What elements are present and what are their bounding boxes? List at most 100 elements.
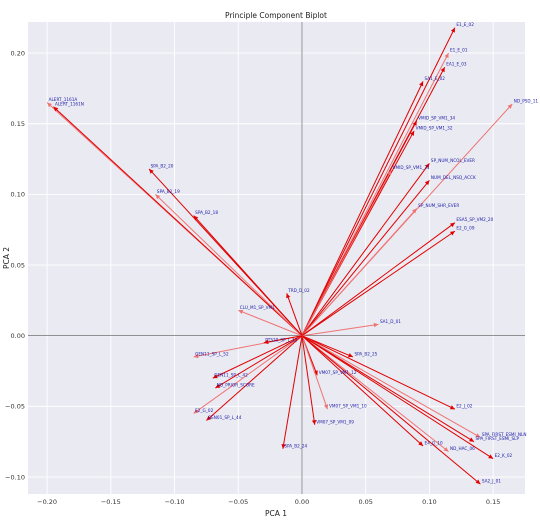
loading-arrowhead bbox=[373, 322, 379, 328]
loading-arrowhead bbox=[440, 67, 445, 73]
loading-label: ND_HAC_06 bbox=[450, 446, 475, 451]
loading-label: SP_NUM_NCOL_EVER bbox=[431, 158, 475, 163]
loading-arrow bbox=[301, 335, 475, 443]
loading-arrow bbox=[282, 335, 303, 449]
loading-arrow bbox=[301, 335, 424, 447]
loading-arrowhead bbox=[149, 168, 154, 174]
loading-arrow bbox=[212, 335, 303, 379]
loading-arrow bbox=[301, 335, 316, 425]
loading-arrowhead bbox=[412, 120, 417, 126]
x-axis-ticks: −0.20 −0.15 −0.10 −0.05 0.00 0.05 0.10 0.15 bbox=[37, 498, 500, 506]
loading-arrow bbox=[301, 335, 494, 460]
loading-label: VMID_SP_VM1_32 bbox=[416, 125, 453, 130]
loading-label: E2_G_09 bbox=[456, 226, 474, 231]
loading-arrowhead bbox=[412, 208, 417, 214]
loading-arrowhead bbox=[238, 309, 244, 314]
y-tick-label: 0.20 bbox=[11, 49, 25, 57]
loading-label: CLU_M1_SP_VM1 bbox=[240, 305, 275, 310]
loading-arrowhead bbox=[53, 106, 59, 112]
loading-arrowhead bbox=[155, 194, 161, 200]
y-tick-label: −0.10 bbox=[5, 473, 25, 481]
loading-label: SPA_B2_20 bbox=[151, 163, 174, 168]
loading-arrow bbox=[301, 81, 424, 336]
loading-label: VM07_SP_VM1_09 bbox=[316, 419, 354, 424]
loading-label: GEN11_SP_L_52 bbox=[195, 351, 229, 356]
loading-arrowhead bbox=[449, 222, 455, 228]
loading-arrowhead bbox=[488, 454, 494, 459]
loading-label: SPA_B2_19 bbox=[157, 189, 180, 194]
plot-background bbox=[28, 22, 525, 494]
y-axis-label: PCA 2 bbox=[2, 247, 11, 269]
loading-label: SPA_B2_24 bbox=[284, 443, 307, 448]
loading-label: E2_K_02 bbox=[495, 453, 513, 458]
loading-arrowhead bbox=[469, 437, 475, 442]
loading-arrowhead bbox=[424, 180, 430, 186]
loading-arrowhead bbox=[215, 383, 221, 389]
loading-label: GEN01_SP_L_44 bbox=[208, 415, 242, 420]
x-tick-label: 0.05 bbox=[358, 498, 372, 506]
loading-arrowhead bbox=[507, 103, 513, 109]
loading-arrow bbox=[301, 52, 449, 336]
loading-arrow bbox=[263, 335, 303, 344]
x-tick-label: 0.00 bbox=[295, 498, 309, 506]
loading-arrowhead bbox=[206, 415, 212, 421]
loading-label: SPA_B2_18 bbox=[195, 210, 218, 215]
loading-label: SPA_FIRST_ESMI_NLN bbox=[482, 432, 527, 437]
loading-label: GEN11_SP_L_42 bbox=[214, 373, 248, 378]
loading-label: E2_J_02 bbox=[456, 404, 472, 409]
loading-arrow bbox=[301, 222, 456, 337]
loading-arrowhead bbox=[286, 293, 291, 299]
loading-label: ND_PSD_11 bbox=[514, 98, 539, 103]
loading-arrowhead bbox=[263, 339, 269, 345]
loading-arrow bbox=[301, 335, 481, 438]
loading-arrow bbox=[301, 163, 430, 337]
loading-arrow bbox=[215, 335, 303, 389]
loading-label: SP_NUM_SHR_EVER bbox=[418, 203, 459, 208]
loading-arrow bbox=[301, 179, 430, 337]
loading-arrow bbox=[238, 309, 303, 337]
loading-arrowhead bbox=[443, 447, 449, 452]
loading-arrow bbox=[301, 323, 379, 337]
loading-arrowhead bbox=[475, 479, 481, 485]
loading-arrowhead bbox=[193, 215, 199, 221]
loading-arrowhead bbox=[387, 170, 392, 176]
loading-label: EA1_E_03 bbox=[446, 62, 467, 67]
loading-label: VMID_SP_VM1_34 bbox=[418, 115, 455, 120]
loading-label: NUM_DEL_NSQ_ACCK bbox=[431, 175, 476, 180]
loading-label: SPA_B2_25 bbox=[354, 351, 377, 356]
loading-label: SA1_E_02 bbox=[425, 76, 446, 81]
loading-arrow bbox=[155, 194, 303, 337]
loading-arrow bbox=[53, 106, 303, 337]
loading-label: E1_E_01 bbox=[450, 48, 468, 53]
loading-label: ESA5_SP_VM2_20 bbox=[456, 217, 493, 222]
loading-label: E2_G_02 bbox=[195, 408, 213, 413]
loading-arrowhead bbox=[281, 443, 286, 449]
loading-arrowhead bbox=[410, 130, 415, 136]
loading-arrowhead bbox=[444, 53, 449, 59]
loading-arrow bbox=[286, 293, 303, 336]
loading-arrowhead bbox=[450, 27, 455, 33]
loading-label: SA2_J_01 bbox=[482, 479, 501, 484]
loading-arrowhead bbox=[449, 405, 455, 410]
loading-arrows bbox=[46, 27, 513, 485]
loading-label: SA1_D_01 bbox=[380, 319, 401, 324]
loading-arrowhead bbox=[212, 374, 218, 379]
loading-label: PT520_SP_L_12 bbox=[265, 337, 298, 342]
loading-arrowhead bbox=[323, 404, 329, 410]
loading-arrowhead bbox=[449, 231, 455, 236]
loading-arrowhead bbox=[193, 409, 199, 414]
y-tick-label: 0.05 bbox=[11, 261, 25, 269]
x-tick-label: −0.05 bbox=[228, 498, 248, 506]
loading-arrow bbox=[301, 27, 456, 336]
loading-arrowhead bbox=[193, 353, 199, 359]
chart-title: Principle Component Biplot bbox=[225, 11, 327, 20]
y-tick-label: 0.15 bbox=[11, 120, 25, 128]
loading-label: VM07_SP_VM1_10 bbox=[329, 404, 367, 409]
loading-label: ALERT_1161N bbox=[55, 101, 84, 106]
loading-arrowhead bbox=[475, 433, 481, 438]
y-tick-label: 0.10 bbox=[11, 191, 25, 199]
loading-arrowhead bbox=[418, 441, 424, 446]
loading-label: SPA_FIRST_ESMI_SLP bbox=[476, 436, 520, 441]
loading-arrow bbox=[301, 170, 392, 336]
